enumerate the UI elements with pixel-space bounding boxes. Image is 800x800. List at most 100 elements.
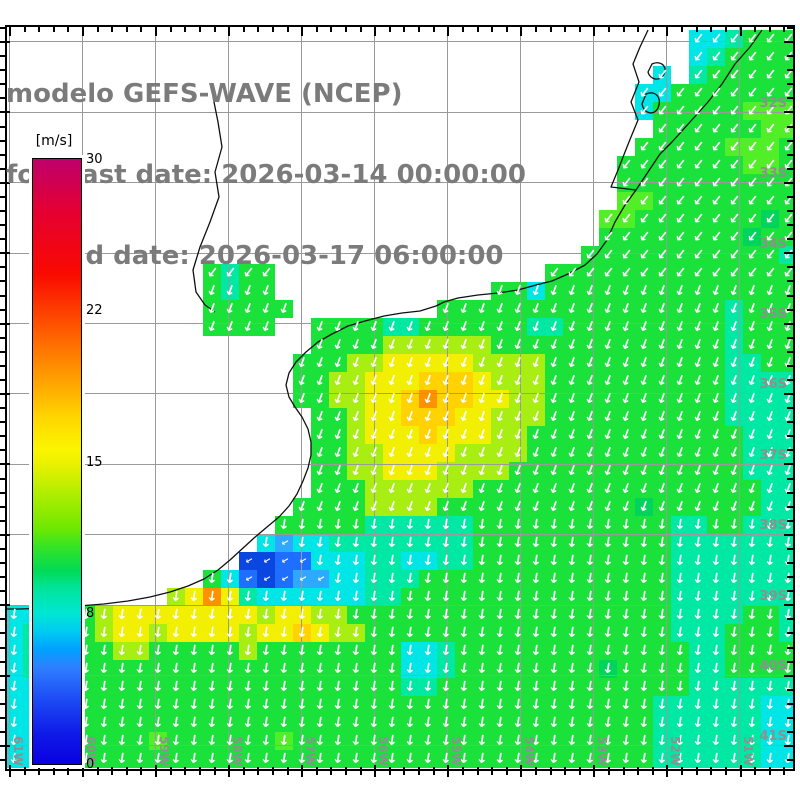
wave-speed-cell [725, 192, 743, 210]
wave-speed-cell [761, 282, 779, 300]
axis-tick [432, 767, 435, 775]
axis-tick [768, 27, 771, 32]
axis-tick [0, 674, 10, 677]
wave-speed-cell [707, 300, 725, 318]
axis-tick [0, 576, 6, 579]
axis-tick [787, 97, 794, 100]
wave-speed-cell [689, 246, 707, 264]
axis-tick [622, 767, 625, 775]
wave-speed-cell [635, 138, 653, 156]
axis-tick [0, 688, 6, 691]
wave-speed-cell [779, 300, 793, 318]
wave-speed-cell [635, 228, 653, 246]
wave-speed-cell [707, 264, 725, 282]
wave-speed-cell [689, 300, 707, 318]
wave-speed-cell [689, 48, 707, 66]
axis-tick [787, 618, 794, 621]
wave-speed-cell [401, 318, 419, 336]
wave-speed-cell [473, 318, 491, 336]
wave-speed-cell [743, 156, 761, 174]
wave-speed-cell [779, 264, 793, 282]
axis-tick [787, 336, 794, 339]
wave-speed-cell [311, 336, 329, 354]
wave-speed-cell [383, 336, 401, 354]
axis-tick [82, 765, 85, 777]
wave-speed-cell [743, 138, 761, 156]
wave-speed-cell [203, 300, 221, 318]
wave-speed-cell [707, 174, 725, 192]
wave-speed-cell [725, 318, 743, 336]
axis-tick [38, 767, 41, 775]
wave-speed-cell [689, 192, 707, 210]
wave-speed-cell [599, 282, 617, 300]
wave-speed-cell [257, 300, 275, 318]
colorbar-tick-label: 8 [86, 605, 95, 621]
wave-speed-cell [743, 210, 761, 228]
wave-speed-cell [671, 318, 689, 336]
wave-speed-cell [437, 318, 455, 336]
axis-tick [784, 604, 794, 607]
longitude-label: 59W [157, 736, 171, 766]
wave-speed-cell [671, 300, 689, 318]
wave-speed-cell [581, 318, 599, 336]
wave-speed-cell [725, 120, 743, 138]
wave-speed-cell [221, 264, 239, 282]
wave-speed-cell [527, 318, 545, 336]
axis-tick [681, 27, 684, 32]
axis-tick [9, 765, 11, 777]
wave-speed-cell [329, 318, 347, 336]
wave-speed-cell [779, 120, 793, 138]
wave-speed-cell [473, 336, 491, 354]
wave-speed-cell [725, 84, 743, 102]
wave-speed-cell [671, 138, 689, 156]
axis-tick [787, 407, 794, 410]
wave-speed-cell [725, 30, 743, 48]
wave-speed-cell [329, 336, 347, 354]
axis-tick [783, 27, 786, 32]
wave-speed-cell [239, 264, 257, 282]
wave-speed-cell [779, 210, 793, 228]
axis-tick [787, 350, 794, 353]
wave-speed-cell [581, 246, 599, 264]
wave-speed-cell [617, 246, 635, 264]
wave-speed-cell [617, 282, 635, 300]
axis-tick [787, 519, 794, 522]
axis-tick [155, 765, 158, 777]
axis-tick [286, 767, 289, 775]
wave-speed-cell [743, 84, 761, 102]
axis-tick [0, 350, 6, 353]
wave-speed-cell [725, 174, 743, 192]
axis-tick [784, 322, 794, 325]
axis-tick [198, 767, 201, 775]
wave-speed-cell [761, 138, 779, 156]
wave-speed-cell [725, 264, 743, 282]
wave-speed-cell [491, 318, 509, 336]
axis-tick [784, 111, 794, 114]
axis-tick [564, 767, 567, 775]
axis-tick [787, 238, 794, 241]
wave-speed-cell [311, 318, 329, 336]
wave-speed-cell [761, 228, 779, 246]
longitude-label: 54W [522, 736, 536, 766]
wave-speed-cell [779, 228, 793, 246]
axis-tick [125, 767, 128, 775]
axis-tick [787, 632, 794, 635]
wave-speed-cell [563, 318, 581, 336]
axis-tick [787, 280, 794, 283]
wave-speed-cell [743, 48, 761, 66]
axis-tick [787, 364, 794, 367]
wave-speed-cell [617, 228, 635, 246]
axis-tick [578, 767, 581, 775]
axis-tick [0, 435, 6, 438]
wave-speed-cell [761, 192, 779, 210]
wave-speed-cell [671, 228, 689, 246]
axis-tick [787, 435, 794, 438]
wave-speed-cell [599, 264, 617, 282]
wave-speed-cell [725, 156, 743, 174]
wave-speed-cell [743, 30, 761, 48]
valid-date: valid date: 2026-03-17 06:00:00 [6, 241, 504, 271]
wave-speed-cell [689, 264, 707, 282]
axis-tick [787, 688, 794, 691]
axis-tick [0, 562, 6, 565]
axis-tick [0, 379, 6, 381]
